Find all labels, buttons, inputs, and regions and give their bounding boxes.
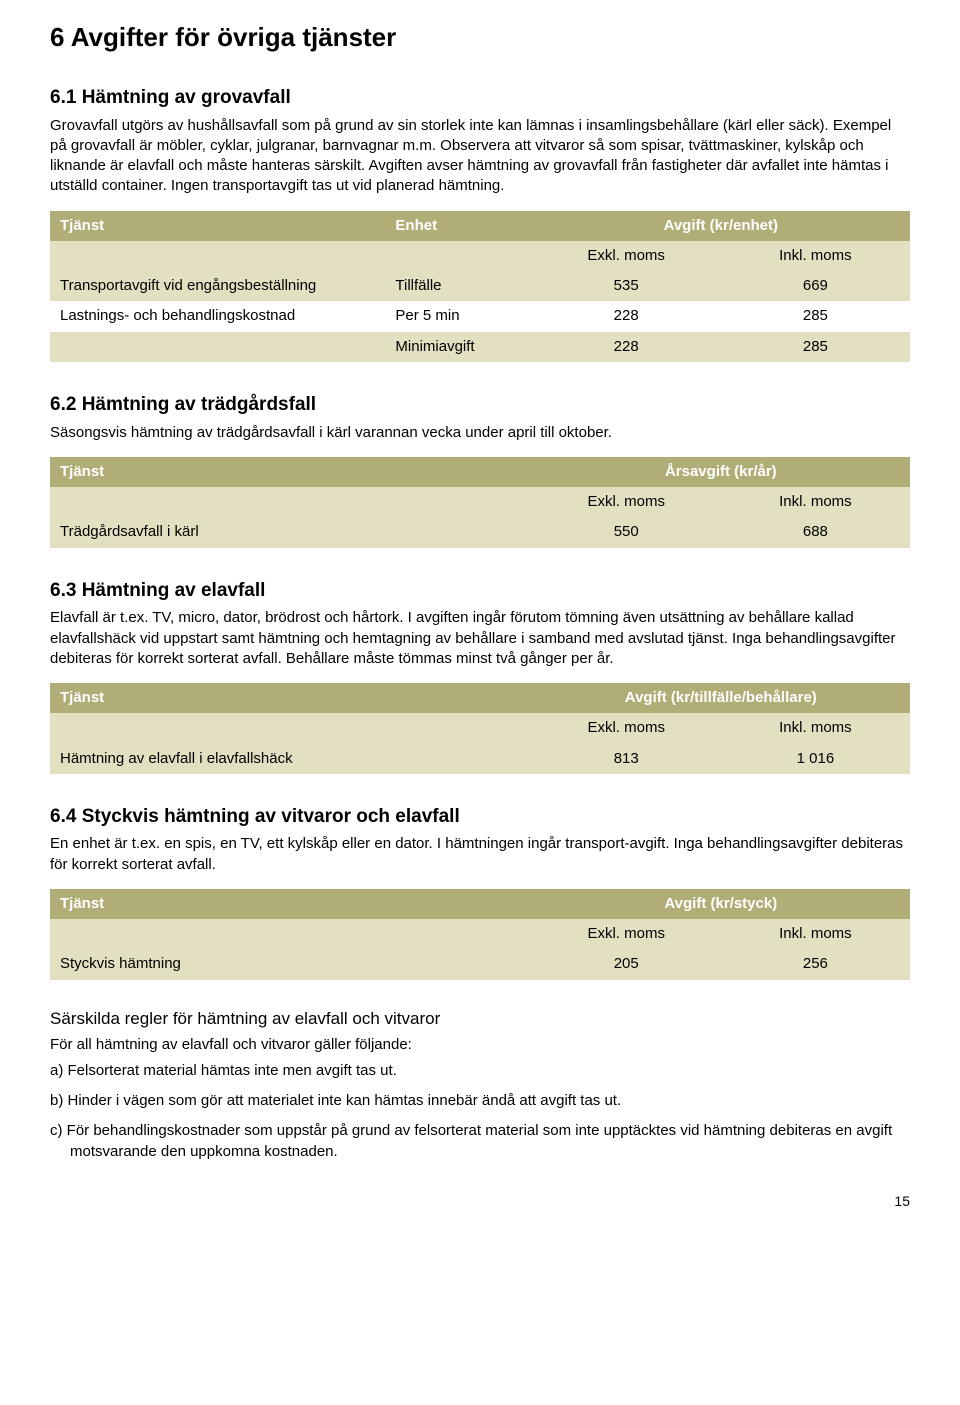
cell-incl: 285 (721, 301, 910, 331)
cell-excl: 813 (532, 744, 721, 774)
table-6-1: Tjänst Enhet Avgift (kr/enhet) Exkl. mom… (50, 211, 910, 362)
th-blank (385, 241, 531, 271)
rule-item-b: b) Hinder i vägen som gör att materialet… (50, 1091, 910, 1111)
th-unit: Enhet (385, 211, 531, 241)
cell-service: Transportavgift vid engångsbeställning (50, 271, 385, 301)
special-rules-list: a) Felsorterat material hämtas inte men … (50, 1061, 910, 1162)
section-6-1-body: Grovavfall utgörs av hushållsavfall som … (50, 116, 910, 197)
cell-incl: 285 (721, 332, 910, 362)
section-6-1-title: 6.1 Hämtning av grovavfall (50, 85, 910, 111)
cell-excl: 535 (532, 271, 721, 301)
rule-item-c: c) För behandlingskostnader som uppstår … (50, 1121, 910, 1162)
th-fee: Årsavgift (kr/år) (532, 457, 910, 487)
th-incl-vat: Inkl. moms (721, 919, 910, 949)
section-6-2-title: 6.2 Hämtning av trädgårdsfall (50, 392, 910, 418)
cell-unit: Per 5 min (385, 301, 531, 331)
th-excl-vat: Exkl. moms (532, 713, 721, 743)
cell-unit: Minimiavgift (385, 332, 531, 362)
page-number: 15 (50, 1192, 910, 1211)
th-excl-vat: Exkl. moms (532, 919, 721, 949)
th-excl-vat: Exkl. moms (532, 487, 721, 517)
table-6-2: Tjänst Årsavgift (kr/år) Exkl. moms Inkl… (50, 457, 910, 548)
section-6-3-body: Elavfall är t.ex. TV, micro, dator, bröd… (50, 608, 910, 669)
section-6-title: 6 Avgifter för övriga tjänster (50, 20, 910, 55)
cell-service (50, 332, 385, 362)
th-fee: Avgift (kr/tillfälle/behållare) (532, 683, 910, 713)
table-row: Styckvis hämtning 205 256 (50, 949, 910, 979)
th-blank (50, 487, 532, 517)
section-6-3-title: 6.3 Hämtning av elavfall (50, 578, 910, 604)
th-service: Tjänst (50, 457, 532, 487)
cell-excl: 205 (532, 949, 721, 979)
table-row: Hämtning av elavfall i elavfallshäck 813… (50, 744, 910, 774)
cell-excl: 228 (532, 301, 721, 331)
th-fee: Avgift (kr/styck) (532, 889, 910, 919)
table-6-3: Tjänst Avgift (kr/tillfälle/behållare) E… (50, 683, 910, 774)
cell-excl: 550 (532, 517, 721, 547)
th-blank (50, 919, 532, 949)
table-row: Transportavgift vid engångsbeställning T… (50, 271, 910, 301)
th-blank (50, 713, 532, 743)
cell-service: Trädgårdsavfall i kärl (50, 517, 532, 547)
cell-service: Hämtning av elavfall i elavfallshäck (50, 744, 532, 774)
table-row: Minimiavgift 228 285 (50, 332, 910, 362)
th-fee: Avgift (kr/enhet) (532, 211, 910, 241)
th-incl-vat: Inkl. moms (721, 487, 910, 517)
cell-service: Styckvis hämtning (50, 949, 532, 979)
cell-incl: 688 (721, 517, 910, 547)
special-rules-intro: För all hämtning av elavfall och vitvaro… (50, 1035, 910, 1055)
table-row: Lastnings- och behandlingskostnad Per 5 … (50, 301, 910, 331)
cell-excl: 228 (532, 332, 721, 362)
cell-service: Lastnings- och behandlingskostnad (50, 301, 385, 331)
special-rules-title: Särskilda regler för hämtning av elavfal… (50, 1008, 910, 1031)
th-incl-vat: Inkl. moms (721, 241, 910, 271)
th-service: Tjänst (50, 683, 532, 713)
section-6-4-body: En enhet är t.ex. en spis, en TV, ett ky… (50, 834, 910, 875)
rule-item-a: a) Felsorterat material hämtas inte men … (50, 1061, 910, 1081)
cell-incl: 1 016 (721, 744, 910, 774)
cell-incl: 669 (721, 271, 910, 301)
table-row: Trädgårdsavfall i kärl 550 688 (50, 517, 910, 547)
cell-unit: Tillfälle (385, 271, 531, 301)
th-blank (50, 241, 385, 271)
th-service: Tjänst (50, 211, 385, 241)
table-6-4: Tjänst Avgift (kr/styck) Exkl. moms Inkl… (50, 889, 910, 980)
section-6-2-body: Säsongsvis hämtning av trädgårdsavfall i… (50, 423, 910, 443)
th-incl-vat: Inkl. moms (721, 713, 910, 743)
section-6-4-title: 6.4 Styckvis hämtning av vitvaror och el… (50, 804, 910, 830)
cell-incl: 256 (721, 949, 910, 979)
th-excl-vat: Exkl. moms (532, 241, 721, 271)
th-service: Tjänst (50, 889, 532, 919)
